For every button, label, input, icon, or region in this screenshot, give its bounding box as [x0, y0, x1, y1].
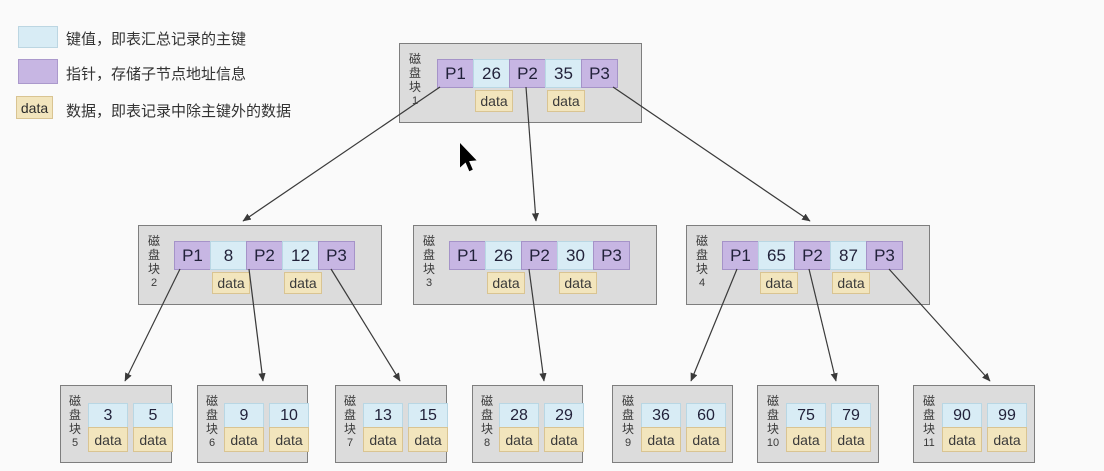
disk-block-11: 磁盘块 11 90 99 data data: [913, 385, 1035, 463]
pointer-cell-p3: P3: [581, 59, 618, 88]
data-box: data: [88, 427, 128, 452]
disk-block-7: 磁盘块 7 13 15 data data: [335, 385, 448, 463]
key-cell: 13: [363, 403, 403, 428]
data-box: data: [641, 427, 681, 452]
data-box: data: [987, 427, 1027, 452]
data-box: data: [942, 427, 982, 452]
key-cell: 12: [282, 241, 319, 270]
data-box: data: [487, 272, 525, 294]
key-cell: 26: [473, 59, 510, 88]
key-cell: 8: [210, 241, 247, 270]
data-box: data: [212, 272, 250, 294]
data-box: data: [832, 272, 870, 294]
key-cell: 28: [499, 403, 539, 428]
disk-block-7-label: 磁盘块 7: [343, 394, 356, 449]
data-box: data: [408, 427, 448, 452]
pointer-cell-p1: P1: [449, 241, 486, 270]
disk-block-5: 磁盘块 5 3 5 data data: [60, 385, 173, 463]
key-swatch: [18, 26, 58, 48]
data-box: data: [559, 272, 597, 294]
key-cell: 99: [987, 403, 1027, 428]
data-box: data: [499, 427, 539, 452]
pointer-cell-p2: P2: [521, 241, 558, 270]
pointer-cell-p2: P2: [794, 241, 831, 270]
key-cell: 5: [133, 403, 173, 428]
disk-block-10: 磁盘块 10 75 79 data data: [757, 385, 879, 463]
pointer-cell-p2: P2: [509, 59, 546, 88]
pointer-cell-p2: P2: [246, 241, 283, 270]
key-cell: 75: [786, 403, 826, 428]
key-cell: 9: [224, 403, 264, 428]
pointer-cell-p1: P1: [722, 241, 759, 270]
pointer-cell-p3: P3: [866, 241, 903, 270]
key-cell: 35: [545, 59, 582, 88]
key-cell: 29: [544, 403, 584, 428]
mouse-cursor: [460, 143, 477, 172]
key-cell: 3: [88, 403, 128, 428]
disk-block-8-label: 磁盘块 8: [480, 394, 493, 449]
pointer-cell-p3: P3: [593, 241, 630, 270]
disk-block-9-label: 磁盘块 9: [621, 394, 634, 449]
disk-block-3: 磁盘块 3 P1 26 P2 30 P3 data data: [413, 225, 657, 305]
disk-block-1-label: 磁盘块 1: [408, 52, 421, 107]
key-cell: 79: [831, 403, 871, 428]
disk-block-9: 磁盘块 9 36 60 data data: [612, 385, 733, 463]
data-box: data: [547, 90, 585, 112]
data-box: data: [269, 427, 309, 452]
legend-pointer-text: 指针，存储子节点地址信息: [66, 66, 247, 83]
disk-block-2: 磁盘块 2 P1 8 P2 12 P3 data data: [138, 225, 382, 305]
disk-block-10-label: 磁盘块 10: [766, 394, 780, 449]
data-box: data: [224, 427, 264, 452]
disk-block-8: 磁盘块 8 28 29 data data: [472, 385, 584, 463]
key-cell: 30: [557, 241, 594, 270]
data-box: data: [133, 427, 173, 452]
disk-block-4: 磁盘块 4 P1 65 P2 87 P3 data data: [686, 225, 930, 305]
pointer-swatch: [18, 59, 58, 84]
data-box: data: [475, 90, 513, 112]
key-cell: 60: [686, 403, 726, 428]
disk-block-6-label: 磁盘块 6: [205, 394, 218, 449]
disk-block-1: 磁盘块 1 P1 26 P2 35 P3 data data: [399, 43, 642, 123]
key-cell: 87: [830, 241, 867, 270]
disk-block-5-label: 磁盘块 5: [68, 394, 81, 449]
disk-block-3-label: 磁盘块 3: [422, 234, 435, 289]
data-box: data: [284, 272, 322, 294]
edge-root-p3: [612, 86, 811, 222]
key-cell: 10: [269, 403, 309, 428]
data-box: data: [544, 427, 584, 452]
data-box: data: [760, 272, 798, 294]
legend-key-text: 键值，即表汇总记录的主键: [66, 31, 247, 48]
disk-block-6: 磁盘块 6 9 10 data data: [197, 385, 309, 463]
pointer-cell-p1: P1: [437, 59, 474, 88]
legend-data-text: 数据，即表记录中除主键外的数据: [66, 103, 292, 120]
data-swatch: data: [16, 96, 53, 119]
key-cell: 15: [408, 403, 448, 428]
disk-block-11-label: 磁盘块 11: [922, 394, 935, 449]
disk-block-2-label: 磁盘块 2: [147, 234, 160, 289]
pointer-cell-p3: P3: [318, 241, 355, 270]
key-cell: 90: [942, 403, 982, 428]
key-cell: 65: [758, 241, 795, 270]
data-box: data: [831, 427, 871, 452]
pointer-cell-p1: P1: [174, 241, 211, 270]
key-cell: 36: [641, 403, 681, 428]
data-box: data: [363, 427, 403, 452]
data-box: data: [686, 427, 726, 452]
key-cell: 26: [485, 241, 522, 270]
disk-block-4-label: 磁盘块 4: [695, 234, 708, 289]
data-box: data: [786, 427, 826, 452]
